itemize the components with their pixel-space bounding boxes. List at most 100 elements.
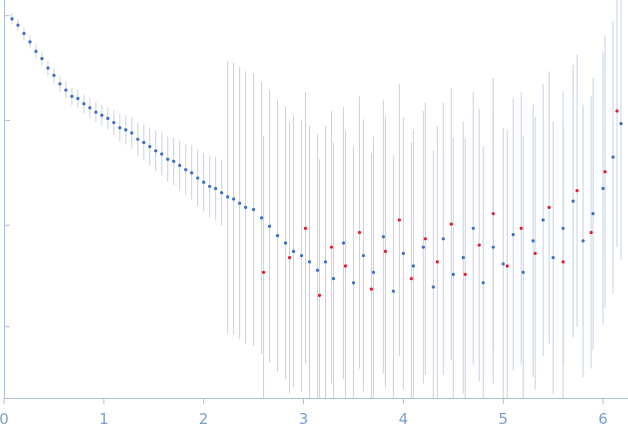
data-point xyxy=(491,245,495,249)
data-point xyxy=(451,272,455,277)
data-point xyxy=(611,155,615,159)
data-point xyxy=(501,262,505,266)
data-point xyxy=(208,184,212,189)
data-point xyxy=(46,66,50,70)
data-point xyxy=(238,201,242,205)
x-tick-label: 6 xyxy=(598,410,608,428)
data-point xyxy=(64,88,68,92)
data-point xyxy=(461,256,465,260)
data-point xyxy=(581,239,585,243)
data-point xyxy=(40,57,44,61)
outlier-point xyxy=(477,243,481,247)
outlier-point xyxy=(491,212,495,216)
data-point xyxy=(76,96,80,101)
data-point xyxy=(267,224,272,228)
data-point xyxy=(148,145,152,149)
outlier-point xyxy=(603,170,607,174)
data-point xyxy=(259,216,264,220)
outlier-point xyxy=(397,218,401,222)
data-point xyxy=(166,157,170,161)
data-point xyxy=(10,17,14,21)
outlier-point xyxy=(383,249,387,253)
series-primary-points xyxy=(10,17,623,293)
outlier-point xyxy=(423,237,427,241)
outlier-point xyxy=(287,256,292,260)
data-point xyxy=(190,171,194,175)
data-point xyxy=(481,281,485,285)
data-point xyxy=(323,260,328,264)
data-point xyxy=(561,226,565,230)
data-point xyxy=(307,260,312,264)
data-point xyxy=(58,82,62,86)
x-tick-label: 4 xyxy=(399,410,409,428)
outlier-point xyxy=(533,251,537,256)
x-axis-ticks: 0 1 2 3 4 5 6 xyxy=(0,398,608,428)
x-tick-label: 5 xyxy=(498,410,508,428)
data-point xyxy=(70,94,74,98)
data-point xyxy=(196,176,200,180)
data-point xyxy=(511,233,515,237)
data-point xyxy=(341,241,346,245)
data-point xyxy=(82,102,86,106)
x-tick-label: 2 xyxy=(199,410,209,428)
data-point xyxy=(106,116,110,120)
data-point xyxy=(94,110,98,114)
x-tick-label: 3 xyxy=(299,410,309,428)
data-point xyxy=(220,191,224,195)
data-point xyxy=(421,245,425,249)
data-point xyxy=(28,40,32,44)
x-tick-label: 1 xyxy=(99,410,109,428)
outlier-point xyxy=(357,230,362,235)
data-point xyxy=(160,152,164,156)
outlier-point xyxy=(589,230,593,235)
data-point xyxy=(136,137,140,141)
outlier-point xyxy=(343,264,348,268)
data-point xyxy=(112,120,116,125)
data-point xyxy=(124,128,128,132)
data-point xyxy=(361,253,366,258)
outlier-point xyxy=(575,189,579,193)
outlier-point xyxy=(329,245,334,249)
data-point xyxy=(252,207,256,212)
data-point xyxy=(184,168,188,172)
data-point xyxy=(401,251,405,256)
data-point xyxy=(154,149,158,153)
outlier-point xyxy=(615,109,619,113)
data-point xyxy=(441,237,445,241)
data-point xyxy=(541,218,545,222)
data-point xyxy=(52,73,56,78)
data-point xyxy=(299,253,304,258)
outlier-point xyxy=(435,260,439,264)
outlier-point xyxy=(409,277,413,281)
data-point xyxy=(331,277,336,281)
data-point xyxy=(22,31,26,36)
data-point xyxy=(88,106,92,110)
data-point xyxy=(391,289,395,293)
data-point xyxy=(351,281,356,285)
outlier-point xyxy=(449,222,453,226)
outlier-point xyxy=(463,272,467,277)
outlier-point xyxy=(505,264,509,268)
series-outlier-points xyxy=(261,109,619,297)
data-point xyxy=(178,163,182,168)
data-point xyxy=(411,264,415,268)
data-point xyxy=(291,249,296,253)
data-point xyxy=(100,113,104,117)
data-point xyxy=(471,226,475,230)
data-point xyxy=(214,186,218,191)
data-point xyxy=(531,239,535,243)
outlier-point xyxy=(561,260,565,264)
data-point xyxy=(431,285,435,289)
data-point xyxy=(601,186,605,191)
data-point xyxy=(521,270,525,274)
data-point xyxy=(315,268,320,272)
data-point xyxy=(283,241,288,245)
x-tick-label: 0 xyxy=(0,410,9,428)
outlier-point xyxy=(303,226,308,230)
data-point xyxy=(571,199,575,203)
data-point xyxy=(118,126,122,130)
error-bars xyxy=(11,0,622,398)
data-point xyxy=(232,197,236,201)
data-point xyxy=(226,195,230,199)
data-point xyxy=(142,140,146,145)
